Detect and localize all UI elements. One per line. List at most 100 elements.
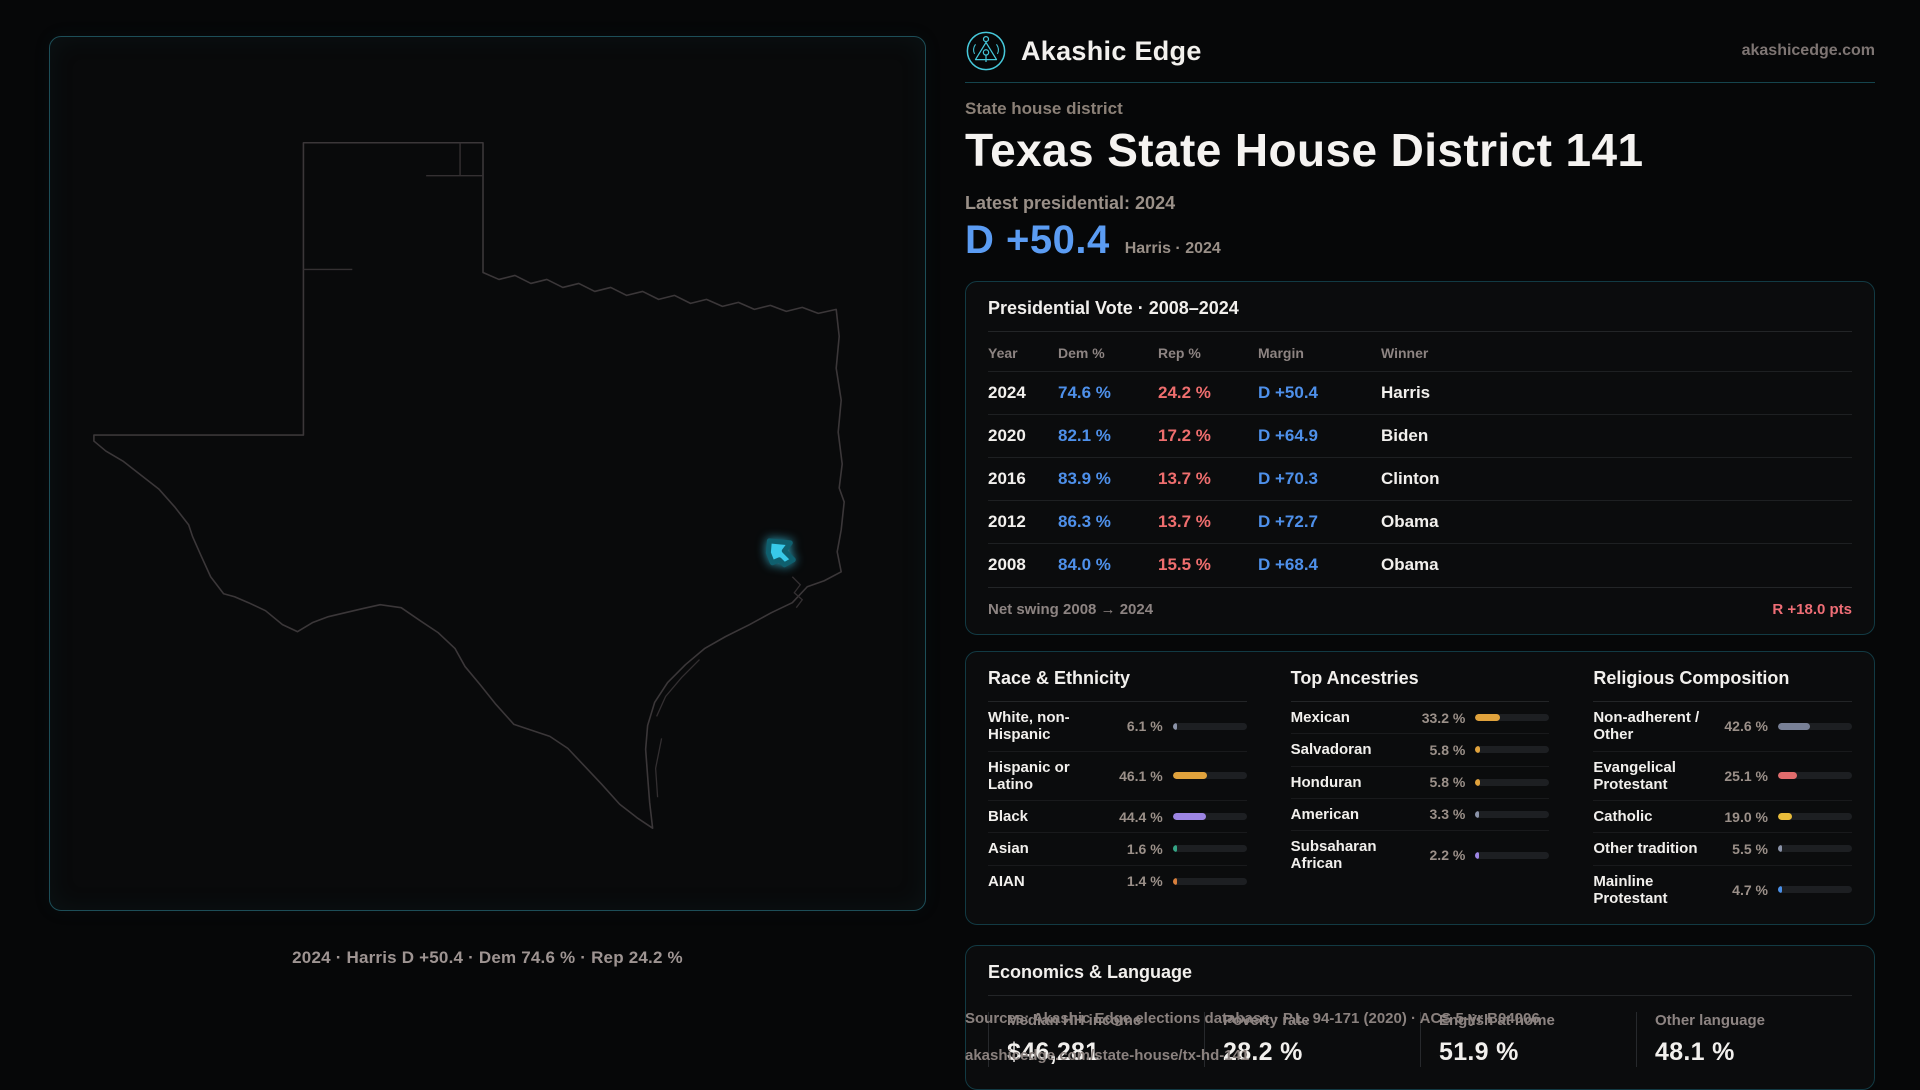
stat-bar [1172,772,1247,780]
stat-value: 1.6 % [1126,840,1163,857]
stat-bar [1172,722,1247,730]
cell-year: 2012 [988,512,1026,531]
coastline-detail [654,576,804,798]
stat-label: Subsaharan African [1290,838,1377,873]
stat-value: 51.9 % [1439,1038,1519,1066]
stat-row: Asian 1.6 % [988,833,1247,866]
stat-label: AIAN [988,872,1025,890]
district-type-label: State house district [965,99,1123,118]
stat-bar [1777,772,1852,780]
stat-label: Other tradition [1593,840,1698,858]
brand-name: Akashic Edge [1021,35,1202,66]
economics-stats: Median HH income $46,281 Poverty rate 28… [988,1012,1852,1067]
map-caption: 2024 · Harris D +50.4 · Dem 74.6 % · Rep… [292,948,683,967]
religion-title: Religious Composition [1593,668,1852,702]
stat-label: American [1290,805,1360,823]
col-margin: Margin [1258,345,1304,361]
stat-label: Black [988,808,1029,825]
table-row: 2024 74.6 % 24.2 % D +50.4 Harris [988,371,1852,414]
cell-rep: 24.2 % [1158,383,1211,402]
stat-label: Honduran [1290,773,1362,791]
stat-value: 33.2 % [1421,709,1466,726]
margin-value: D +50.4 [965,218,1110,262]
detail-column: Akashic Edge akashicedge.com State house… [965,28,1875,1090]
presidential-vote-title: Presidential Vote · 2008–2024 [988,298,1852,332]
economics-title: Economics & Language [988,962,1852,996]
table-row: 2012 86.3 % 13.7 % D +72.7 Obama [988,500,1852,543]
economic-stat: English at home 51.9 % [1420,1012,1636,1067]
cell-margin: D +64.9 [1258,426,1319,445]
stat-row: White, non-Hispanic 6.1 % [988,702,1247,752]
stat-value: 2.2 % [1429,847,1466,864]
stat-row: Evangelical Protestant 25.1 % [1593,752,1852,801]
stat-row: Black 44.4 % [988,801,1247,834]
permalink[interactable]: akashicedge.com/state-house/tx-hd-141 [965,1047,1250,1064]
cell-dem: 74.6 % [1058,383,1111,402]
district-map-panel [49,36,926,911]
margin-headline: D +50.4 Harris · 2024 [965,218,1875,263]
stat-bar [1777,886,1852,894]
stat-bar [1475,851,1550,859]
stat-value: 1.4 % [1126,873,1163,890]
margin-subtitle: Harris · 2024 [1124,240,1221,257]
ancestries-column: Top Ancestries Mexican 33.2 % Salvadoran… [1290,668,1550,914]
stat-label: White, non-Hispanic [988,709,1070,744]
cell-dem: 84.0 % [1058,555,1111,574]
stat-bar [1777,813,1852,821]
stat-row: AIAN 1.4 % [988,866,1247,897]
cell-rep: 13.7 % [1158,469,1211,488]
stat-label: English at home [1439,1012,1555,1029]
stat-value: 42.6 % [1724,718,1768,735]
col-winner: Winner [1381,345,1429,361]
cell-margin: D +70.3 [1258,469,1319,488]
stat-value: 25.1 % [1724,767,1768,784]
net-swing-label: Net swing 2008 → 2024 [988,601,1154,618]
ancestries-list: Mexican 33.2 % Salvadoran 5.8 % Honduran… [1290,702,1550,880]
race-ethnicity-list: White, non-Hispanic 6.1 % Hispanic or La… [988,702,1247,897]
stat-bar [1172,813,1247,821]
cell-rep: 13.7 % [1158,512,1211,531]
stat-label: Asian [988,840,1029,858]
stat-bar [1172,845,1247,853]
app-header: Akashic Edge akashicedge.com [965,28,1875,74]
economic-stat: Median HH income $46,281 [988,1012,1204,1067]
texas-map [93,141,845,829]
cell-winner: Obama [1381,555,1439,574]
stat-label: Salvadoran [1290,741,1372,759]
stat-row: Subsaharan African 2.2 % [1291,831,1550,880]
race-ethnicity-title: Race & Ethnicity [988,668,1247,702]
brand-domain-link[interactable]: akashicedge.com [1741,42,1875,59]
stat-row: Salvadoran 5.8 % [1290,734,1550,767]
page-title: Texas State House District 141 [965,124,1644,176]
net-swing-row: Net swing 2008 → 2024 R +18.0 pts [988,587,1852,618]
stat-label: Hispanic or Latino [988,758,1070,793]
stat-label: Catholic [1593,808,1653,825]
stat-value: $46,281 [1007,1038,1100,1066]
stat-row: Honduran 5.8 % [1290,767,1550,799]
race-ethnicity-column: Race & Ethnicity White, non-Hispanic 6.1… [988,668,1247,914]
stat-value: 5.8 % [1429,774,1466,791]
stat-bar [1475,746,1550,754]
stat-value: 4.7 % [1732,881,1768,898]
stat-bar [1777,722,1852,730]
stat-value: 46.1 % [1119,767,1163,784]
cell-winner: Biden [1381,426,1429,445]
stat-bar [1475,810,1550,818]
table-row: 2008 84.0 % 15.5 % D +68.4 Obama [988,543,1852,586]
stat-label: Mainline Protestant [1593,872,1668,907]
akashic-edge-logo-icon [966,31,1006,71]
table-row: 2020 82.1 % 17.2 % D +64.9 Biden [988,414,1852,457]
stat-row: Hispanic or Latino 46.1 % [988,752,1247,801]
stat-value: 28.2 % [1223,1038,1303,1066]
stat-value: 5.8 % [1429,741,1466,758]
stat-label: Evangelical Protestant [1593,758,1676,793]
stat-value: 19.0 % [1724,808,1768,825]
cell-dem: 82.1 % [1058,426,1111,445]
district-boundaries [303,142,484,271]
cell-margin: D +50.4 [1258,383,1319,402]
stat-label: Mexican [1290,709,1350,726]
col-year: Year [988,345,1018,361]
cell-dem: 83.9 % [1058,469,1111,488]
stat-row: American 3.3 % [1290,799,1550,831]
highlighted-district[interactable] [765,538,796,568]
